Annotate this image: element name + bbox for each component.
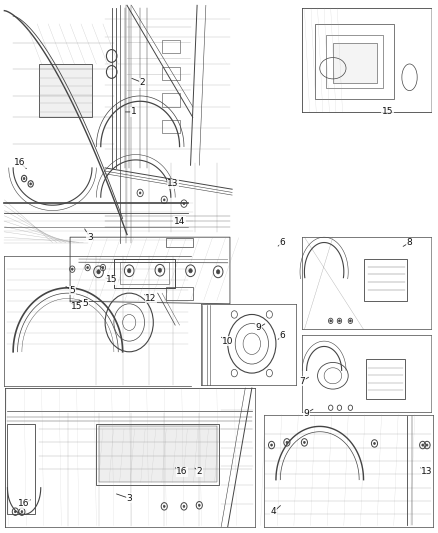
Text: 9: 9 — [255, 324, 261, 332]
Text: 7: 7 — [299, 377, 305, 385]
Bar — [162, 67, 180, 80]
Circle shape — [216, 270, 220, 274]
Text: 16: 16 — [18, 499, 30, 508]
Circle shape — [426, 444, 428, 446]
Circle shape — [183, 203, 185, 205]
Circle shape — [374, 442, 375, 445]
Bar — [333, 43, 377, 83]
Circle shape — [102, 266, 104, 269]
Text: 13: 13 — [421, 467, 433, 476]
Bar — [162, 40, 180, 53]
Circle shape — [127, 269, 131, 273]
Text: 2: 2 — [140, 78, 145, 87]
Circle shape — [339, 320, 340, 322]
Circle shape — [30, 183, 32, 185]
Text: 3: 3 — [126, 494, 132, 503]
Text: 5: 5 — [82, 300, 88, 308]
Text: 2: 2 — [197, 467, 202, 476]
Circle shape — [158, 268, 162, 272]
Circle shape — [139, 192, 141, 194]
Text: 15: 15 — [106, 276, 117, 284]
Bar — [366, 359, 405, 399]
Circle shape — [330, 320, 332, 322]
Circle shape — [87, 266, 88, 269]
Bar — [7, 424, 35, 514]
Circle shape — [350, 320, 351, 322]
Text: 6: 6 — [279, 332, 286, 340]
Text: 13: 13 — [167, 180, 179, 188]
Circle shape — [189, 269, 192, 273]
Circle shape — [198, 504, 200, 506]
Circle shape — [271, 444, 272, 446]
Bar — [162, 120, 180, 133]
Circle shape — [163, 199, 165, 201]
Bar — [99, 426, 217, 482]
Text: 16: 16 — [176, 467, 187, 476]
Text: 5: 5 — [69, 286, 75, 295]
Circle shape — [304, 441, 305, 443]
Text: 1: 1 — [131, 108, 137, 116]
Text: 8: 8 — [406, 238, 413, 247]
Bar — [114, 259, 175, 288]
Text: 16: 16 — [14, 158, 25, 167]
Text: 12: 12 — [145, 294, 157, 303]
Bar — [39, 64, 92, 117]
Bar — [120, 262, 169, 284]
Circle shape — [163, 505, 165, 507]
Circle shape — [183, 505, 185, 507]
Circle shape — [286, 441, 288, 443]
Circle shape — [21, 511, 23, 513]
Bar — [364, 259, 407, 301]
Bar — [166, 287, 193, 300]
Bar — [96, 424, 219, 485]
Circle shape — [23, 177, 25, 180]
Bar — [315, 24, 394, 99]
Text: 4: 4 — [271, 507, 276, 516]
Text: 15: 15 — [382, 108, 393, 116]
Text: 15: 15 — [71, 302, 82, 311]
Bar — [301, 6, 433, 114]
Bar — [326, 35, 383, 88]
Circle shape — [422, 444, 424, 446]
Circle shape — [97, 270, 100, 274]
Text: 6: 6 — [279, 238, 286, 247]
Bar — [162, 93, 180, 107]
Text: 14: 14 — [174, 217, 185, 225]
Text: 9: 9 — [304, 409, 310, 417]
Text: 10: 10 — [222, 337, 233, 345]
Text: 3: 3 — [87, 233, 93, 241]
Bar — [166, 238, 193, 247]
Circle shape — [71, 268, 73, 270]
Circle shape — [14, 511, 16, 513]
